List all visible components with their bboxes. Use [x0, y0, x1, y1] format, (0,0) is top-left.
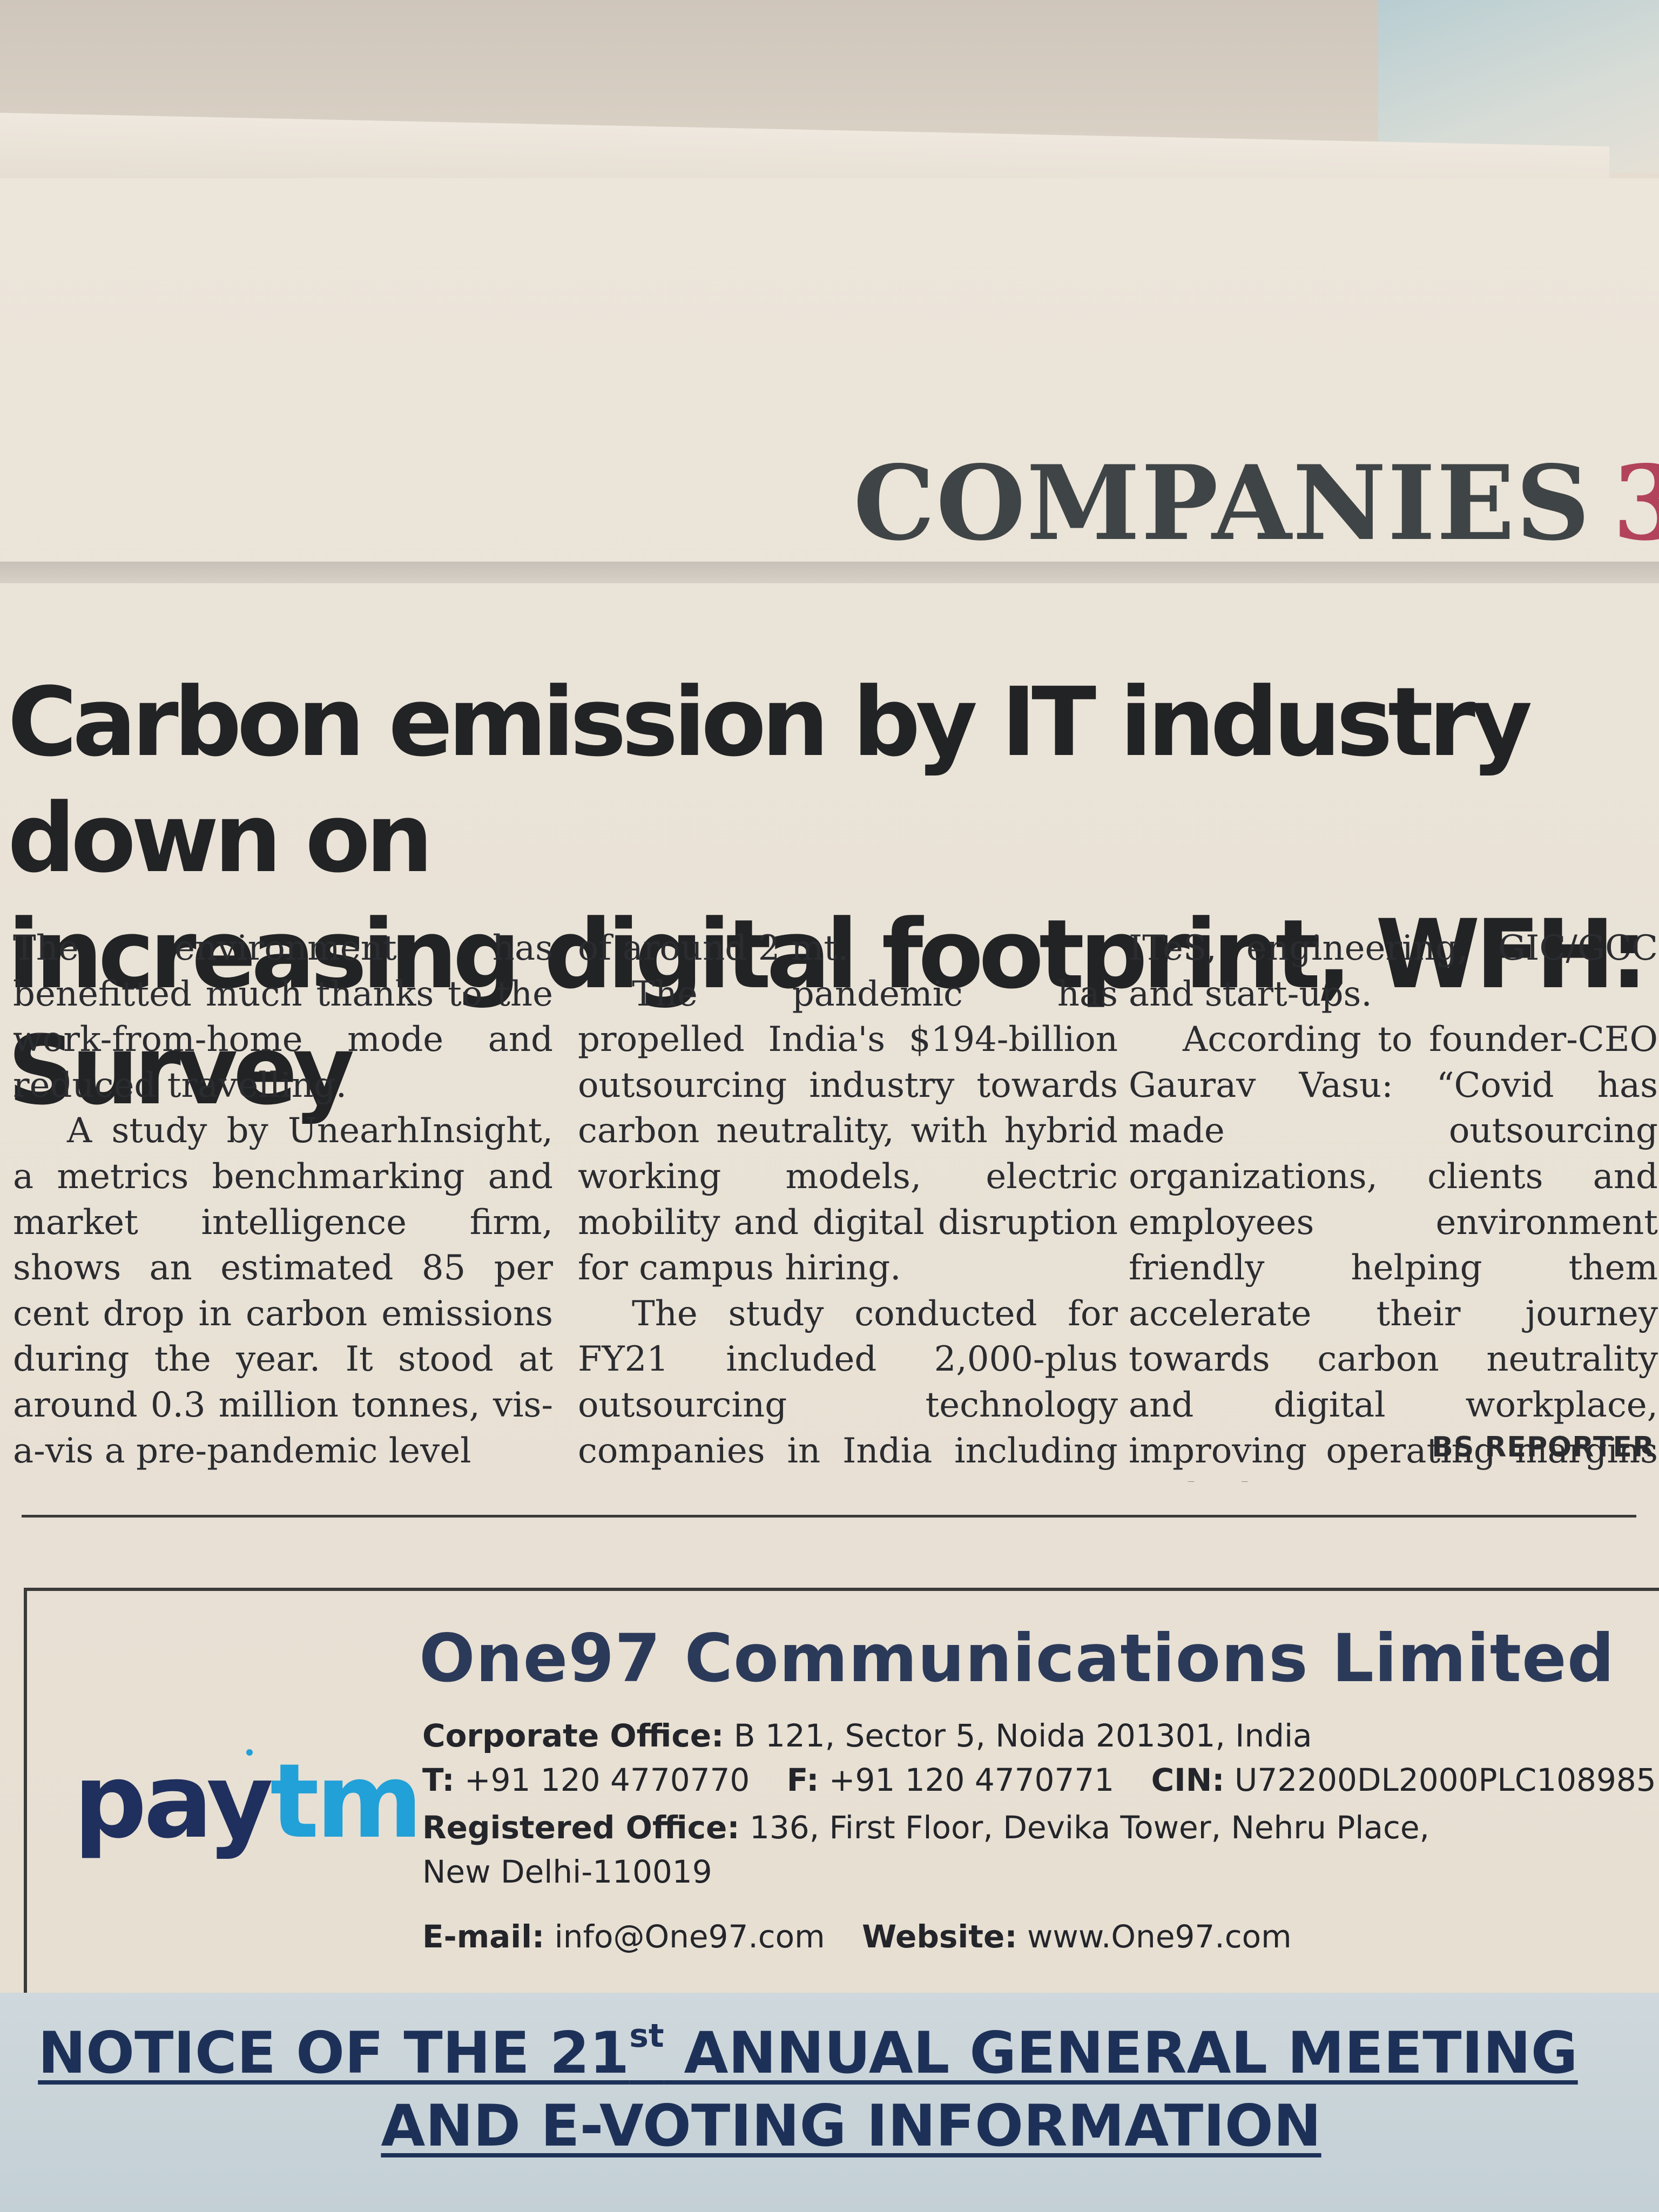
corporate-office-line: Corporate Office: B 121, Sector 5, Noida…	[422, 1717, 1312, 1754]
registered-office-line: Registered Office: 136, First Floor, Dev…	[422, 1809, 1429, 1846]
article-paragraph: of around 2 mt.	[578, 928, 849, 968]
article-divider	[22, 1515, 1636, 1518]
website-value: www.One97.com	[1027, 1918, 1292, 1955]
notice-line-1-post: ANNUAL GENERAL MEETING	[664, 2020, 1578, 2086]
logo-pay-text: pay	[73, 1742, 273, 1861]
article-paragraph: ITeS, engineering, GIC/GCC and start-ups…	[1129, 928, 1658, 1014]
paytm-logo: paytm	[73, 1742, 423, 1861]
article-paragraph: A study by UnearhInsight, a metrics benc…	[13, 1111, 553, 1471]
newspaper-page	[0, 178, 1659, 2212]
page-number: 3	[1613, 443, 1659, 563]
email-website-line: E-mail: info@One97.com Website: www.One9…	[422, 1918, 1292, 1955]
headline-line-2: increasing digital footprint, WFH: Surve…	[8, 899, 1648, 1126]
notice-line-1-pre: NOTICE OF THE 21	[38, 2020, 630, 2086]
article-column-3: ITeS, engineering, GIC/GCC and start-ups…	[1129, 926, 1658, 1482]
article-column-2: of around 2 mt. The pandemic has propelle…	[578, 926, 1118, 1482]
cin-label: CIN:	[1151, 1762, 1225, 1798]
article-column-1: The environment has benefitted much than…	[13, 926, 553, 1482]
article-byline: BS REPORTER	[1432, 1431, 1655, 1464]
notice-heading-line-1: NOTICE OF THE 21st ANNUAL GENERAL MEETIN…	[0, 2017, 1637, 2086]
registered-office-city: New Delhi-110019	[422, 1853, 712, 1890]
logo-dot	[246, 1749, 253, 1756]
article-paragraph: The environment has benefitted much than…	[13, 928, 553, 1105]
fax-value: +91 120 4770771	[828, 1762, 1115, 1798]
article-paragraph: The pandemic has propelled India's $194-…	[578, 974, 1118, 1289]
headline-line-1: Carbon emission by IT industry down on	[8, 667, 1533, 894]
registered-office-value: 136, First Floor, Devika Tower, Nehru Pl…	[749, 1809, 1429, 1846]
phone-value: +91 120 4770770	[464, 1762, 750, 1798]
article-headline: Carbon emission by IT industry down on i…	[8, 664, 1649, 1129]
show-through-masthead	[0, 421, 864, 513]
notice-ordinal-suffix: st	[629, 2017, 664, 2055]
registered-office-label: Registered Office:	[422, 1809, 740, 1846]
website-label: Website:	[862, 1918, 1017, 1955]
section-header: COMPANIES 3	[853, 443, 1659, 563]
article-paragraph: The study conducted for FY21 included 2,…	[578, 1293, 1118, 1482]
corporate-office-label: Corporate Office:	[422, 1717, 724, 1754]
corporate-office-value: B 121, Sector 5, Noida 201301, India	[733, 1717, 1312, 1754]
company-name: One97 Communications Limited	[419, 1620, 1615, 1697]
fax-label: F:	[786, 1762, 819, 1798]
email-value: info@One97.com	[554, 1918, 825, 1955]
notice-heading-line-2: AND E-VOTING INFORMATION	[381, 2093, 1321, 2159]
advertisement-notice-band	[0, 1993, 1659, 2212]
article-paragraph: According to founder-CEO Gaurav Vasu: “C…	[1129, 1020, 1658, 1482]
section-name: COMPANIES	[853, 443, 1591, 563]
phone-label: T:	[422, 1762, 455, 1798]
contact-numbers-line: T: +91 120 4770770 F: +91 120 4770771 CI…	[422, 1762, 1656, 1798]
header-rule	[0, 562, 1659, 583]
email-label: E-mail:	[422, 1918, 545, 1955]
advertisement-box	[24, 1588, 1659, 2212]
logo-tm-text: tm	[270, 1742, 423, 1861]
cin-value: U72200DL2000PLC108985	[1234, 1762, 1656, 1798]
